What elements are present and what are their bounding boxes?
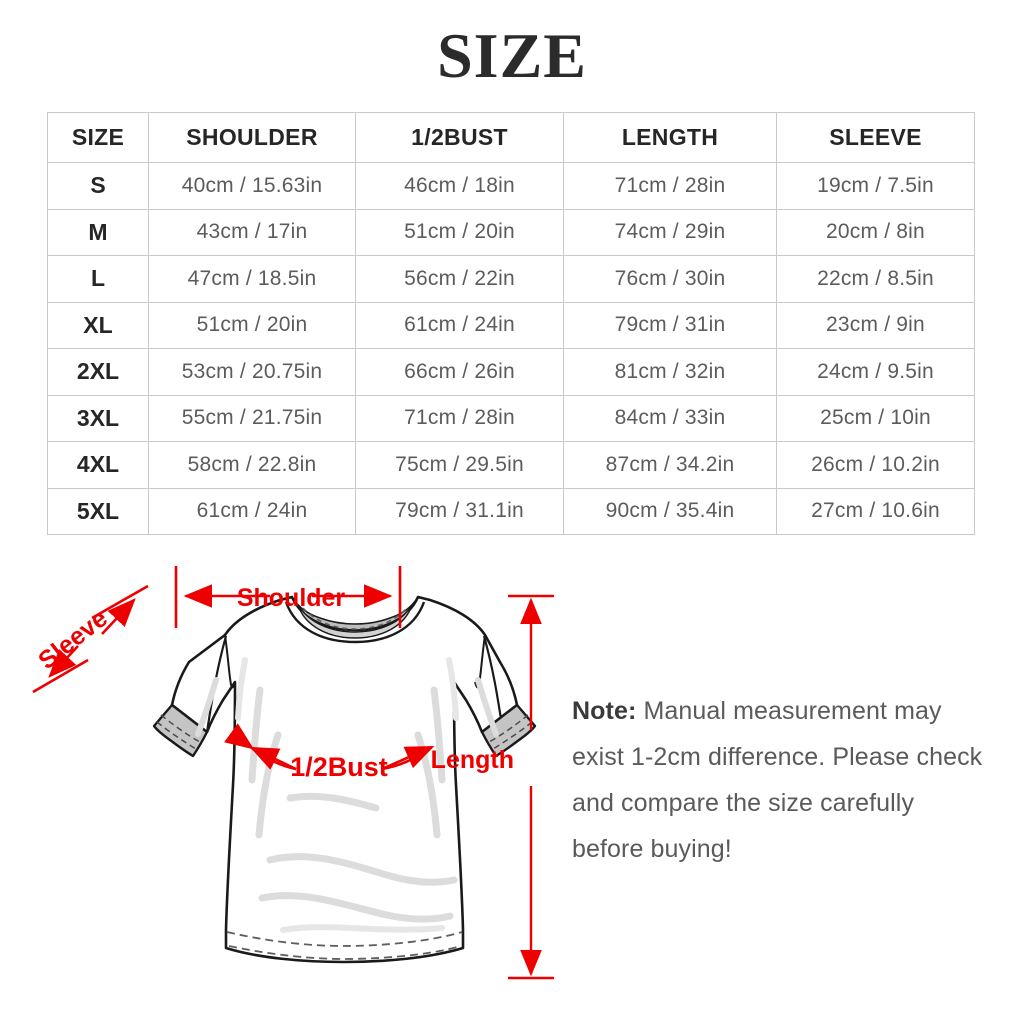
size-chart-table: SIZE SHOULDER 1/2BUST LENGTH SLEEVE S 40… <box>47 112 975 535</box>
cell-shoulder: 40cm / 15.63in <box>148 162 356 210</box>
cell-size: 3XL <box>47 394 149 442</box>
column-header-length: LENGTH <box>563 112 777 163</box>
page-title: SIZE <box>437 20 587 91</box>
sleeve-label: Sleeve <box>33 604 113 675</box>
column-header-bust: 1/2BUST <box>355 112 564 163</box>
cell-shoulder: 53cm / 20.75in <box>148 348 356 396</box>
note-block: Note: Manual measurement may exist 1-2cm… <box>572 688 992 872</box>
cell-size: 5XL <box>47 487 149 535</box>
measurement-illustration: Shoulder Sleeve 1/2Bust Length <box>0 545 1024 1024</box>
table-row: M 43cm / 17in 51cm / 20in 74cm / 29in 20… <box>47 208 975 256</box>
bust-measurement-annotation: 1/2Bust <box>224 723 435 782</box>
cell-bust: 71cm / 28in <box>355 394 564 442</box>
table-row: 3XL 55cm / 21.75in 71cm / 28in 84cm / 33… <box>47 394 975 442</box>
cell-size: 4XL <box>47 441 149 489</box>
size-table-container: SIZE SHOULDER 1/2BUST LENGTH SLEEVE S 40… <box>47 112 975 535</box>
cell-bust: 79cm / 31.1in <box>355 487 564 535</box>
table-row: L 47cm / 18.5in 56cm / 22in 76cm / 30in … <box>47 255 975 303</box>
length-label: Length <box>431 746 514 774</box>
column-header-shoulder: SHOULDER <box>148 112 356 163</box>
cell-shoulder: 43cm / 17in <box>148 208 356 256</box>
cell-bust: 66cm / 26in <box>355 348 564 396</box>
cell-bust: 75cm / 29.5in <box>355 441 564 489</box>
table-row: XL 51cm / 20in 61cm / 24in 79cm / 31in 2… <box>47 301 975 349</box>
cell-sleeve: 19cm / 7.5in <box>776 162 975 210</box>
note-text: Manual measurement may exist 1-2cm diffe… <box>572 697 983 863</box>
cell-length: 81cm / 32in <box>563 348 777 396</box>
cell-sleeve: 23cm / 9in <box>776 301 975 349</box>
shoulder-label: Shoulder <box>237 584 346 612</box>
cell-bust: 56cm / 22in <box>355 255 564 303</box>
sleeve-measurement-annotation: Sleeve <box>32 584 149 694</box>
table-row: 2XL 53cm / 20.75in 66cm / 26in 81cm / 32… <box>47 348 975 396</box>
cell-shoulder: 58cm / 22.8in <box>148 441 356 489</box>
column-header-sleeve: SLEEVE <box>776 112 975 163</box>
cell-length: 76cm / 30in <box>563 255 777 303</box>
cell-sleeve: 20cm / 8in <box>776 208 975 256</box>
table-row: 5XL 61cm / 24in 79cm / 31.1in 90cm / 35.… <box>47 487 975 535</box>
cell-sleeve: 22cm / 8.5in <box>776 255 975 303</box>
cell-length: 87cm / 34.2in <box>563 441 777 489</box>
cell-size: 2XL <box>47 348 149 396</box>
cell-length: 71cm / 28in <box>563 162 777 210</box>
cell-size: S <box>47 162 149 210</box>
table-row: 4XL 58cm / 22.8in 75cm / 29.5in 87cm / 3… <box>47 441 975 489</box>
cell-size: L <box>47 255 149 303</box>
tshirt-diagram: Shoulder Sleeve 1/2Bust Length <box>32 566 554 980</box>
cell-length: 79cm / 31in <box>563 301 777 349</box>
cell-length: 90cm / 35.4in <box>563 487 777 535</box>
cell-shoulder: 47cm / 18.5in <box>148 255 356 303</box>
cell-sleeve: 26cm / 10.2in <box>776 441 975 489</box>
cell-bust: 46cm / 18in <box>355 162 564 210</box>
length-measurement-annotation: Length <box>431 594 554 980</box>
cell-shoulder: 51cm / 20in <box>148 301 356 349</box>
cell-sleeve: 24cm / 9.5in <box>776 348 975 396</box>
cell-length: 74cm / 29in <box>563 208 777 256</box>
cell-size: M <box>47 208 149 256</box>
note-label: Note: <box>572 697 637 725</box>
cell-size: XL <box>47 301 149 349</box>
column-header-size: SIZE <box>47 112 149 163</box>
cell-length: 84cm / 33in <box>563 394 777 442</box>
cell-sleeve: 27cm / 10.6in <box>776 487 975 535</box>
tshirt-garment-icon <box>152 595 537 964</box>
table-row: S 40cm / 15.63in 46cm / 18in 71cm / 28in… <box>47 162 975 210</box>
cell-sleeve: 25cm / 10in <box>776 394 975 442</box>
bust-label: 1/2Bust <box>290 752 388 782</box>
table-header-row: SIZE SHOULDER 1/2BUST LENGTH SLEEVE <box>47 112 975 163</box>
shoulder-measurement-annotation: Shoulder <box>174 566 402 628</box>
cell-bust: 61cm / 24in <box>355 301 564 349</box>
cell-bust: 51cm / 20in <box>355 208 564 256</box>
cell-shoulder: 55cm / 21.75in <box>148 394 356 442</box>
cell-shoulder: 61cm / 24in <box>148 487 356 535</box>
